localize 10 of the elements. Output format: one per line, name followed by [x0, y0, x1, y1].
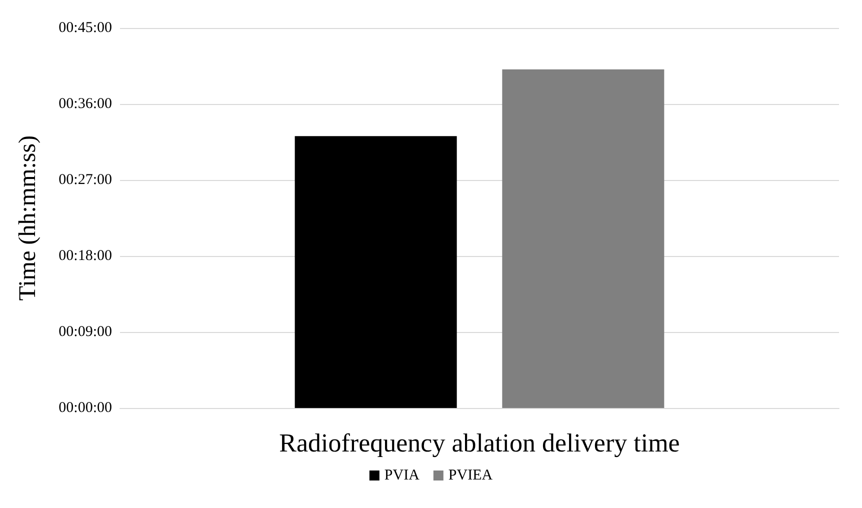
- y-tick-label: 00:45:00: [58, 20, 112, 36]
- y-tick-label: 00:09:00: [58, 324, 112, 340]
- y-axis-title: Time (hh:mm:ss): [15, 135, 41, 301]
- y-tick-label: 00:00:00: [58, 400, 112, 416]
- legend-label: PVIA: [384, 468, 420, 484]
- y-tick-label: 00:36:00: [58, 96, 112, 112]
- y-tick-label: 00:18:00: [58, 248, 112, 264]
- legend-label: PVIEA: [448, 468, 493, 484]
- x-tick-label: Radiofrequency ablation delivery time: [279, 428, 680, 458]
- y-tick-label: 00:27:00: [58, 172, 112, 188]
